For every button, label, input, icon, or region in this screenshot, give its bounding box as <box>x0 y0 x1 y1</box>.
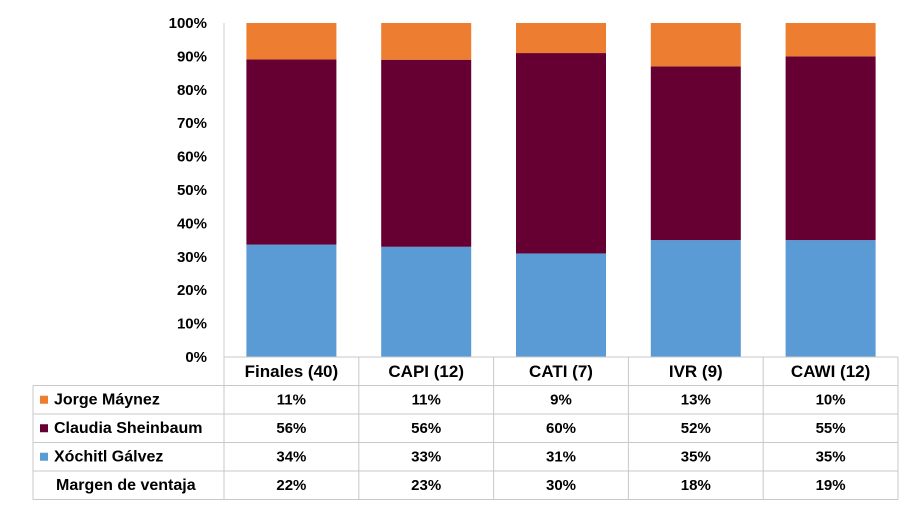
y-tick-label: 30% <box>177 249 207 266</box>
data-label: 55% <box>816 420 846 437</box>
y-axis: 0% 10% 20% 30% 40% 50% 60% 70% 80% 90% 100% <box>169 15 225 366</box>
y-tick-label: 70% <box>177 115 207 132</box>
data-label: 30% <box>546 477 576 494</box>
data-label: 13% <box>681 392 711 409</box>
data-label: 19% <box>816 477 846 494</box>
data-label: 31% <box>546 449 576 466</box>
y-tick-label: 20% <box>177 282 207 299</box>
y-tick-label: 0% <box>185 349 207 366</box>
bar-segment <box>246 244 337 357</box>
legend-swatch <box>40 395 48 404</box>
legend-swatch <box>40 452 48 461</box>
bar-segment <box>381 59 472 247</box>
data-label: 18% <box>681 477 711 494</box>
legend-label: Claudia Sheinbaum <box>54 420 202 437</box>
data-table: Finales (40) CAPI (12) CATI (7) IVR (9) CAWI… <box>32 356 899 500</box>
data-label: 22% <box>276 477 306 494</box>
bar-segment <box>650 240 741 357</box>
bar-segment <box>516 23 606 54</box>
data-label: 35% <box>816 449 846 466</box>
y-tick-label: 90% <box>177 48 207 65</box>
x-category-label: CAPI (12) <box>388 362 464 381</box>
data-label: 11% <box>412 392 441 409</box>
y-tick-label: 80% <box>177 82 207 99</box>
y-tick-label: 50% <box>177 182 207 199</box>
x-category-label: IVR (9) <box>669 362 723 381</box>
data-label: 33% <box>411 449 441 466</box>
y-tick-label: 60% <box>177 149 207 166</box>
bar-segment <box>785 23 876 57</box>
data-label: 56% <box>411 420 441 437</box>
bar-segment <box>516 53 606 254</box>
data-label: 60% <box>546 420 576 437</box>
data-label: 23% <box>411 477 441 494</box>
legend-label: Margen de ventaja <box>56 477 196 494</box>
data-label: 56% <box>276 420 306 437</box>
bar-segment <box>246 23 337 60</box>
bar-segment <box>381 23 472 60</box>
data-label: 52% <box>681 420 711 437</box>
data-label: 35% <box>681 449 711 466</box>
x-category-label: CATI (7) <box>529 362 593 381</box>
legend-swatch <box>40 424 48 433</box>
y-tick-label: 10% <box>177 316 207 333</box>
data-label: 10% <box>816 392 846 409</box>
y-tick-label: 40% <box>177 215 207 232</box>
y-tick-label: 100% <box>169 15 207 32</box>
data-label: 34% <box>276 449 306 466</box>
bar-segment <box>650 23 741 67</box>
legend-label: Jorge Máynez <box>54 392 160 409</box>
bar-segment <box>785 240 876 357</box>
bar-segment <box>381 246 472 357</box>
data-label: 11% <box>277 392 306 409</box>
x-category-label: CAWI (12) <box>791 362 870 381</box>
legend-label: Xóchitl Gálvez <box>54 449 163 466</box>
bar-segment <box>650 66 741 241</box>
bar-segment <box>246 59 337 245</box>
bar-segment <box>516 253 606 357</box>
data-label: 9% <box>550 392 572 409</box>
x-category-label: Finales (40) <box>245 362 339 381</box>
bar-segment <box>785 56 876 241</box>
bars <box>246 23 876 357</box>
